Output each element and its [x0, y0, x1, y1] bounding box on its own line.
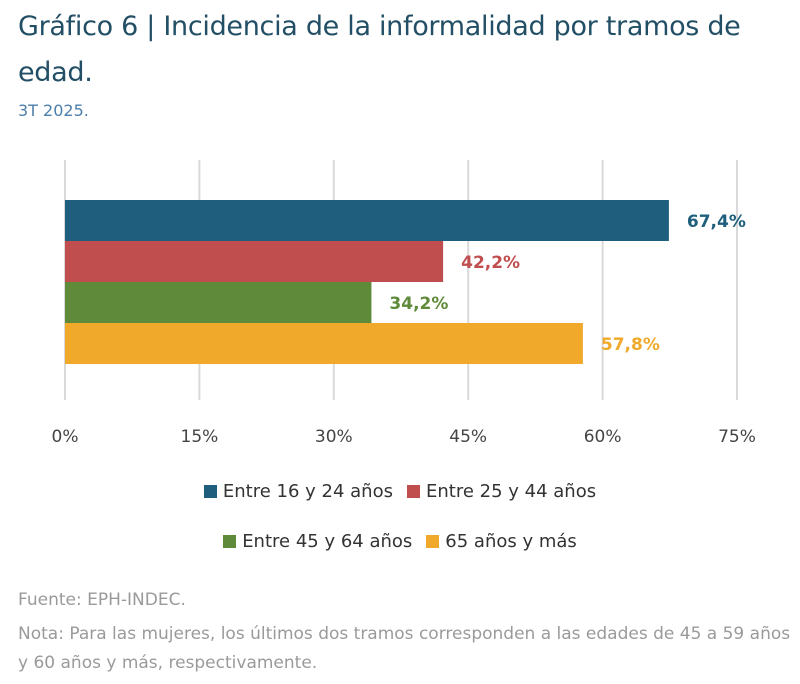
legend-row-2: Entre 45 y 64 años 65 años y más [0, 531, 800, 552]
bar-chart: 0% 15% 30% 45% 60% 75% 67,4% 42,2% 34,2% 57,8% [52, 160, 756, 447]
legend-row-1: Entre 16 y 24 años Entre 25 y 44 años [0, 481, 800, 502]
legend-label: 65 años y más [445, 531, 577, 552]
legend-item: Entre 25 y 44 años [407, 481, 596, 502]
data-label: 67,4% [687, 212, 746, 232]
legend-swatch [426, 535, 440, 548]
data-label: 42,2% [461, 253, 520, 273]
x-tick-label: 45% [449, 427, 487, 447]
legend-item: Entre 45 y 64 años [223, 531, 412, 552]
bar [65, 241, 444, 282]
bar [65, 323, 583, 364]
legend-swatch [203, 485, 217, 498]
data-label: 57,8% [601, 335, 660, 355]
legend-label: Entre 16 y 24 años [222, 481, 393, 502]
legend-swatch [223, 535, 237, 548]
legend-swatch [407, 485, 420, 498]
footnote: Nota: Para las mujeres, los últimos dos … [18, 624, 791, 673]
source-note: Fuente: EPH-INDEC. [18, 590, 186, 610]
legend-item: 65 años y más [426, 531, 577, 552]
legend-label: Entre 25 y 44 años [426, 481, 597, 502]
data-label: 34,2% [389, 294, 448, 314]
legend-label: Entre 45 y 64 años [242, 531, 413, 552]
x-tick-label: 30% [315, 427, 353, 447]
chart-subtitle: 3T 2025. [18, 101, 89, 120]
x-tick-label: 75% [718, 427, 756, 447]
x-tick-label: 0% [52, 427, 79, 447]
legend-item: Entre 16 y 24 años [203, 481, 393, 502]
bar [65, 200, 669, 241]
x-tick-label: 60% [584, 427, 622, 447]
x-tick-label: 15% [181, 427, 219, 447]
bar [65, 282, 372, 323]
chart-title: Gráfico 6 | Incidencia de la informalida… [18, 11, 741, 88]
